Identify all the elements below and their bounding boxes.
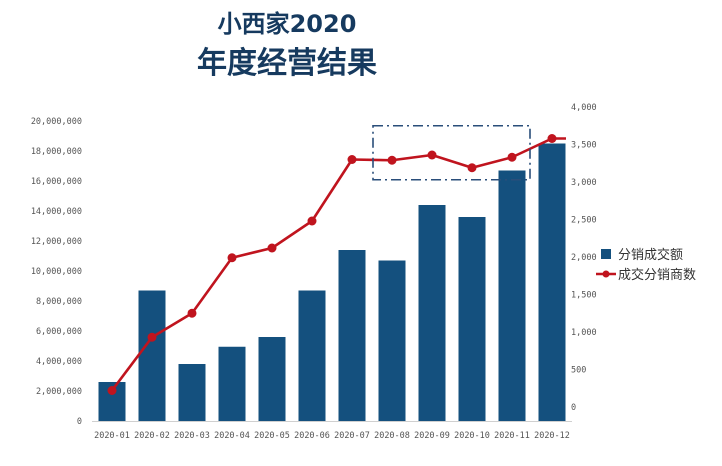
line-point bbox=[227, 253, 237, 263]
legend: 分销成交额 成交分销商数 bbox=[596, 247, 696, 283]
left-tick-label: 16,000,000 bbox=[31, 177, 82, 187]
line-point bbox=[187, 308, 197, 318]
right-tick-label: 3,500 bbox=[571, 141, 597, 151]
left-tick-label: 10,000,000 bbox=[31, 267, 82, 277]
left-tick-label: 4,000,000 bbox=[36, 357, 82, 367]
bar bbox=[458, 217, 486, 421]
left-tick-label: 20,000,000 bbox=[31, 117, 82, 127]
line-point bbox=[507, 152, 517, 162]
bar bbox=[498, 170, 526, 421]
right-tick-label: 500 bbox=[571, 366, 586, 376]
left-tick-label: 6,000,000 bbox=[36, 327, 82, 337]
bar bbox=[298, 290, 326, 421]
right-tick-label: 2,500 bbox=[571, 216, 597, 226]
left-tick-label: 14,000,000 bbox=[31, 207, 82, 217]
left-tick-label: 2,000,000 bbox=[36, 387, 82, 397]
annotation-box bbox=[372, 124, 531, 181]
legend-bar-label: 分销成交额 bbox=[618, 247, 683, 263]
right-tick-label: 1,500 bbox=[571, 291, 597, 301]
right-tick-label: 1,000 bbox=[571, 328, 597, 338]
x-tick-label: 2020-12 bbox=[534, 431, 570, 441]
right-axis: 0 500 1,000 1,500 2,000 2,500 3,000 3,500 4,000 bbox=[571, 103, 597, 413]
line-point bbox=[267, 243, 277, 253]
bar bbox=[418, 205, 446, 421]
legend-line-label: 成交分销商数 bbox=[618, 267, 696, 283]
legend-bar-swatch bbox=[601, 249, 611, 259]
left-tick-label: 8,000,000 bbox=[36, 297, 82, 307]
x-tick-label: 2020-05 bbox=[254, 431, 290, 441]
line-point bbox=[547, 134, 557, 143]
x-tick-label: 2020-03 bbox=[174, 431, 210, 441]
x-tick-label: 2020-09 bbox=[414, 431, 450, 441]
chart-title-line1: 小西家2020 bbox=[218, 10, 357, 38]
line-point bbox=[347, 155, 357, 164]
x-tick-label: 2020-10 bbox=[454, 431, 490, 441]
bar bbox=[138, 290, 166, 421]
x-tick-label: 2020-04 bbox=[214, 431, 250, 441]
left-tick-label: 18,000,000 bbox=[31, 147, 82, 157]
line-point bbox=[427, 150, 437, 160]
x-tick-label: 2020-02 bbox=[134, 431, 170, 441]
x-tick-label: 2020-01 bbox=[94, 431, 130, 441]
bar-series bbox=[98, 143, 566, 421]
x-tick-label: 2020-06 bbox=[294, 431, 330, 441]
x-axis: 2020-01 2020-02 2020-03 2020-04 2020-05 2020-… bbox=[94, 431, 570, 441]
x-tick-label: 2020-11 bbox=[494, 431, 530, 441]
line-point bbox=[307, 216, 317, 226]
line-point bbox=[387, 155, 397, 165]
right-tick-label: 3,000 bbox=[571, 178, 597, 188]
line-series bbox=[107, 134, 566, 395]
line-point bbox=[107, 386, 117, 395]
bar bbox=[538, 143, 566, 421]
right-tick-label: 2,000 bbox=[571, 253, 597, 263]
bar bbox=[258, 337, 286, 421]
right-tick-label: 4,000 bbox=[571, 103, 597, 113]
left-axis: 0 2,000,000 4,000,000 6,000,000 8,000,000 10,… bbox=[31, 117, 82, 427]
bar bbox=[178, 364, 206, 421]
x-tick-label: 2020-07 bbox=[334, 431, 370, 441]
chart-title-line2: 年度经营结果 bbox=[197, 46, 377, 81]
line-point bbox=[147, 332, 157, 342]
bar bbox=[218, 346, 246, 421]
x-tick-label: 2020-08 bbox=[374, 431, 410, 441]
line-point bbox=[467, 163, 477, 173]
right-tick-label: 0 bbox=[571, 403, 576, 413]
legend-line-marker bbox=[602, 270, 610, 278]
bar bbox=[378, 260, 406, 421]
bar bbox=[338, 250, 366, 421]
left-tick-label: 12,000,000 bbox=[31, 237, 82, 247]
left-tick-label: 0 bbox=[77, 417, 82, 427]
